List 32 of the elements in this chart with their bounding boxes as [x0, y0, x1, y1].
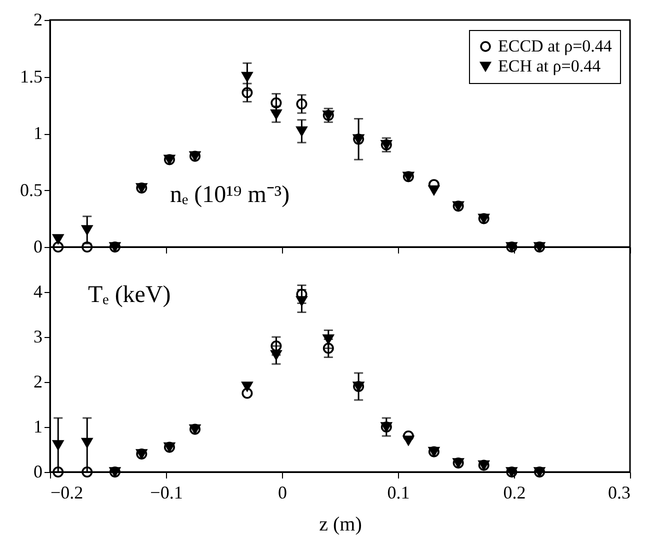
- point: [428, 185, 440, 196]
- y-axis-title: nₑ (10¹⁹ m⁻³): [170, 182, 290, 208]
- point: [296, 126, 308, 136]
- y-tick-label: 0: [34, 236, 42, 256]
- point: [82, 242, 93, 252]
- y-tick-label: 2: [34, 10, 42, 30]
- legend-label: ECCD at ρ=0.44: [498, 36, 612, 56]
- point: [270, 97, 282, 108]
- x-tick-label: 0.3: [608, 482, 630, 502]
- x-tick-label: −0.1: [150, 482, 183, 502]
- y-tick-label: 0.5: [20, 180, 42, 200]
- y-tick-label: 3: [34, 326, 42, 346]
- point: [82, 225, 93, 235]
- y-tick-label: 1.5: [20, 66, 42, 86]
- x-tick-label: 0.1: [387, 482, 410, 502]
- point: [296, 98, 308, 110]
- point: [242, 72, 253, 82]
- y-tick-label: 1: [34, 416, 42, 436]
- y-axis-title: Tₑ (keV): [88, 282, 171, 308]
- y-tick-label: 4: [34, 282, 42, 302]
- x-tick-label: −0.2: [50, 482, 84, 502]
- point: [242, 87, 253, 98]
- y-tick-label: 0: [34, 462, 42, 482]
- x-tick-label: 0.2: [503, 482, 526, 502]
- point: [52, 242, 64, 252]
- legend-label: ECH at ρ=0.44: [498, 56, 602, 76]
- point: [270, 109, 282, 120]
- x-tick-label: 0: [278, 482, 287, 502]
- x-axis-title: z (m): [319, 514, 362, 536]
- point: [52, 234, 64, 244]
- y-tick-label: 1: [34, 123, 42, 143]
- y-tick-label: 2: [34, 372, 42, 392]
